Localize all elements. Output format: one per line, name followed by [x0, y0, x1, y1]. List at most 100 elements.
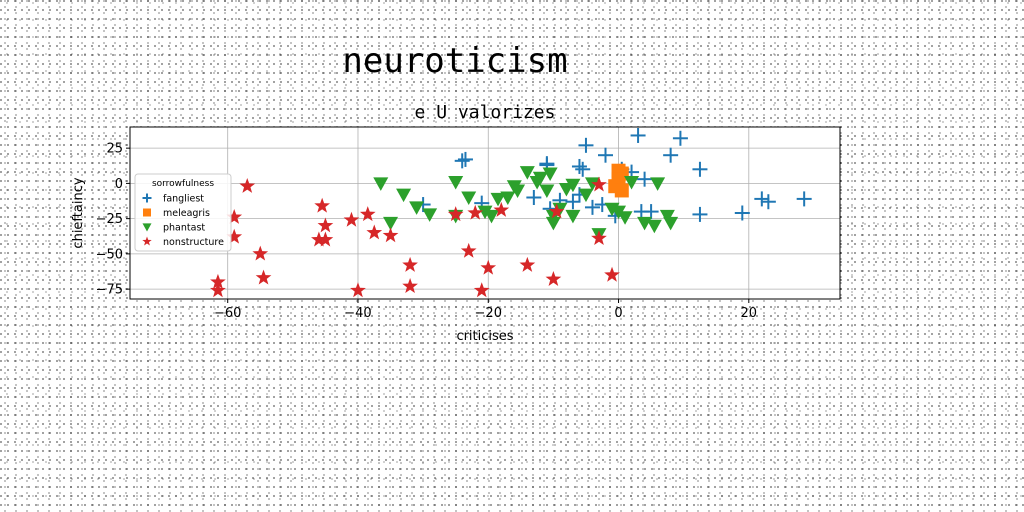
y-tick-label: −75 [96, 283, 123, 298]
data-point [663, 216, 679, 231]
y-tick-label: −50 [96, 247, 123, 262]
data-point [382, 227, 399, 243]
data-point [480, 259, 497, 275]
data-point [659, 209, 675, 224]
data-point [447, 206, 464, 222]
figure-suptitle: neuroticism [342, 41, 567, 81]
data-point [359, 206, 376, 222]
data-point [637, 171, 653, 187]
data-point [796, 191, 812, 207]
data-point [633, 204, 649, 220]
data-point [460, 242, 477, 258]
legend-items: fangliest meleagris phantast nonstructure [142, 193, 224, 248]
data-point [548, 203, 565, 219]
data-point [210, 282, 226, 298]
data-point [760, 194, 776, 210]
legend-marker [142, 236, 152, 246]
x-tick-label: −40 [344, 306, 371, 321]
data-point [314, 197, 330, 213]
legend-label: meleagris [163, 208, 210, 219]
data-point [650, 177, 666, 191]
data-point [598, 147, 614, 163]
data-point [350, 282, 366, 298]
data-point [454, 153, 470, 169]
y-tick-label: 25 [106, 142, 123, 157]
data-point [591, 176, 607, 192]
data-point [226, 208, 243, 224]
legend-title: sorrowfulness [152, 179, 214, 189]
data-point [252, 245, 269, 261]
data-point [226, 228, 243, 244]
data-point [591, 230, 607, 246]
data-point [617, 211, 633, 225]
data-point [210, 273, 226, 289]
legend-box [134, 173, 232, 252]
data-point [565, 209, 581, 224]
data-point [467, 204, 484, 220]
data-point [526, 189, 542, 205]
data-point [754, 191, 770, 207]
data-point [311, 231, 327, 247]
legend-label: nonstructure [163, 237, 224, 248]
y-axis-label: chieftaincy [71, 177, 86, 248]
data-point [614, 183, 629, 198]
data-point [490, 192, 506, 207]
data-markers [210, 127, 812, 298]
data-point [692, 161, 708, 177]
data-point [500, 191, 516, 205]
x-tick-label: −60 [214, 306, 241, 321]
data-point [457, 151, 473, 167]
data-point [422, 208, 438, 222]
y-tick-label: −25 [96, 212, 123, 227]
data-point [317, 217, 334, 233]
x-axis-label: criticises [456, 329, 513, 344]
plot-frame [129, 126, 841, 300]
legend-marker [142, 223, 152, 232]
data-point [604, 266, 620, 282]
data-point [630, 127, 646, 143]
legend-label: phantast [163, 223, 205, 234]
x-tick-label: 20 [741, 306, 758, 321]
data-point [448, 175, 464, 190]
data-point [396, 188, 412, 203]
data-point [542, 167, 558, 182]
axes-title: e U valorizes [415, 102, 556, 123]
data-point [519, 166, 535, 180]
data-point [624, 175, 640, 190]
legend-marker [142, 193, 152, 203]
data-point [373, 177, 389, 191]
data-point [646, 219, 662, 234]
data-point [575, 161, 591, 177]
series-nonstructure [210, 176, 620, 298]
x-tick-label: −20 [475, 306, 502, 321]
data-point [484, 209, 500, 224]
data-point [663, 147, 679, 163]
data-point [239, 177, 256, 193]
data-point [506, 180, 522, 194]
data-point [343, 211, 360, 227]
legend: sorrowfulness fangliest meleagris phantast… [134, 173, 232, 252]
data-point [461, 191, 477, 205]
data-point [584, 177, 600, 191]
legend-marker [143, 208, 151, 217]
axis-ticks: −60 −40 −20 0 20 25 0 −25 −50 −75 [96, 142, 758, 321]
x-tick-label: 0 [614, 306, 622, 321]
data-point [255, 269, 272, 285]
data-point [545, 271, 562, 286]
data-point [692, 206, 708, 222]
data-point [409, 201, 425, 215]
data-point [578, 137, 594, 153]
data-point [532, 171, 548, 186]
data-point [565, 194, 581, 210]
data-point [734, 205, 750, 221]
data-point [317, 231, 334, 247]
data-point [584, 199, 600, 215]
data-point [545, 216, 561, 231]
data-point [366, 224, 383, 240]
data-point [402, 256, 418, 272]
data-point [477, 205, 493, 220]
data-point [565, 178, 581, 193]
data-point [571, 158, 587, 174]
data-point [493, 201, 510, 217]
data-point [578, 188, 594, 203]
